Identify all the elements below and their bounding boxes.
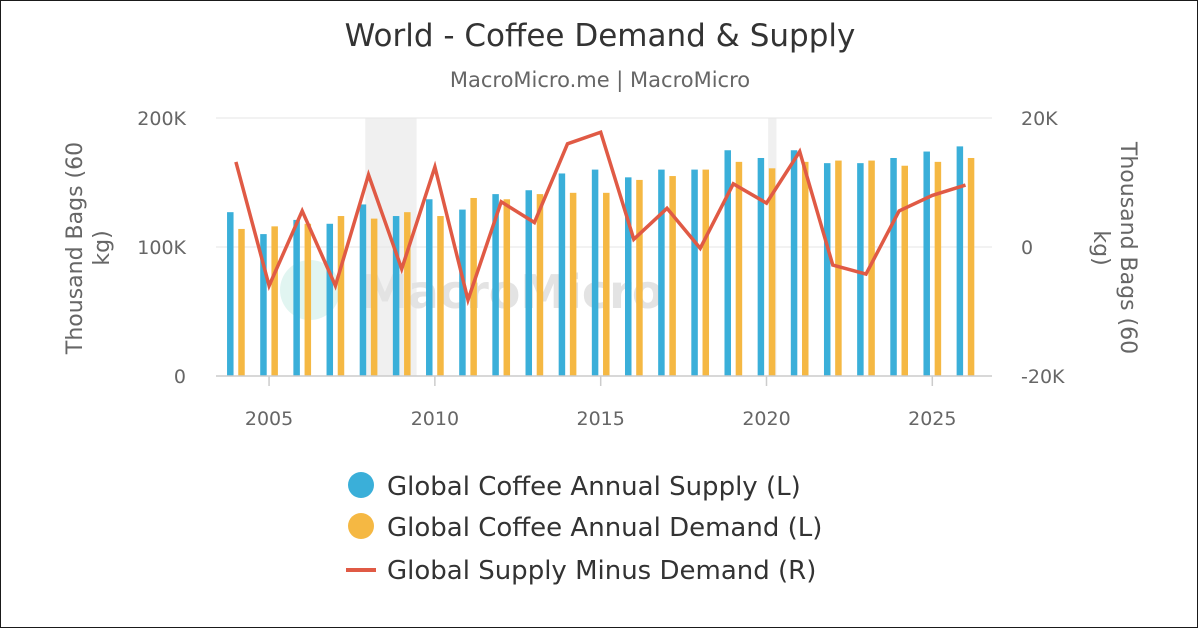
bar-supply-2015 <box>591 169 599 376</box>
legend-item-difference[interactable]: Global Supply Minus Demand (R) <box>346 556 816 586</box>
legend-demand-marker-icon <box>348 513 374 539</box>
right-axis-title-line-1: Thousand Bags (60 <box>1115 141 1140 354</box>
bar-demand-2005 <box>271 226 278 376</box>
bar-supply-2010 <box>426 199 433 376</box>
bar-demand-2021 <box>802 161 809 376</box>
bar-demand-2025 <box>934 161 942 376</box>
x-tick-label-2010: 2010 <box>411 408 459 430</box>
bar-demand-2009 <box>404 212 411 376</box>
bar-supply-2019 <box>724 150 731 376</box>
left-axis-title-line-2: kg) <box>90 230 115 265</box>
bar-demand-2008 <box>370 218 378 376</box>
legend-demand-label: Global Coffee Annual Demand (L) <box>387 513 822 543</box>
legend: Global Coffee Annual Supply (L) Global C… <box>346 472 822 586</box>
bar-demand-2018 <box>702 169 710 376</box>
bar-supply-2020 <box>757 157 765 376</box>
y-right-tick-label-2: 20K <box>1021 108 1058 130</box>
chart-subtitle: MacroMicro.me | MacroMicro <box>450 68 750 93</box>
bar-demand-2012 <box>503 199 511 376</box>
bar-demand-2020 <box>768 168 776 376</box>
left-axis-title: Thousand Bags (60 kg) <box>63 142 115 355</box>
bar-supply-2005 <box>260 234 267 376</box>
x-tick-label-2005: 2005 <box>245 408 293 430</box>
bar-demand-2026 <box>967 157 975 376</box>
bar-supply-2018 <box>691 169 698 376</box>
legend-item-supply[interactable]: Global Coffee Annual Supply (L) <box>348 472 801 502</box>
bar-demand-2010 <box>437 216 444 376</box>
bar-supply-2021 <box>790 150 798 376</box>
chart-title: World - Coffee Demand & Supply <box>345 18 856 54</box>
y-left-tick-label-0: 0 <box>174 366 186 388</box>
bar-demand-2023 <box>868 160 875 376</box>
bar-supply-2013 <box>525 190 533 376</box>
bar-supply-2022 <box>823 163 831 376</box>
bars <box>227 146 975 376</box>
bar-supply-2007 <box>326 223 334 376</box>
y-left-tick-label-1: 100K <box>137 237 186 259</box>
left-axis-title-line-1: Thousand Bags (60 <box>63 142 88 355</box>
bar-demand-2014 <box>569 192 577 376</box>
right-axis-title-line-2: kg) <box>1088 230 1113 265</box>
axes: 2005 2010 2015 2020 2025 0 100K 200K -20K 0 20K <box>137 108 1065 430</box>
bar-supply-2009 <box>392 216 400 376</box>
legend-supply-label: Global Coffee Annual Supply (L) <box>387 472 801 502</box>
y-left-tick-label-2: 200K <box>137 108 186 130</box>
line-series <box>234 129 967 307</box>
right-axis-title: Thousand Bags (60 kg) <box>1088 141 1140 354</box>
bar-demand-2016 <box>636 179 643 376</box>
bar-demand-2024 <box>901 165 908 376</box>
x-tick-label-2020: 2020 <box>742 408 790 430</box>
legend-difference-label: Global Supply Minus Demand (R) <box>387 556 816 586</box>
watermark-text: MacroMicro <box>362 265 663 319</box>
watermark: MacroMicro <box>280 260 663 320</box>
legend-item-demand[interactable]: Global Coffee Annual Demand (L) <box>348 513 822 543</box>
x-tick-label-2015: 2015 <box>577 408 625 430</box>
bar-supply-2014 <box>558 173 566 376</box>
bar-supply-2016 <box>624 177 632 376</box>
bar-supply-2006 <box>293 219 300 376</box>
bar-demand-2013 <box>536 194 544 376</box>
bar-demand-2006 <box>304 223 312 376</box>
bar-supply-2011 <box>459 209 466 376</box>
bar-demand-2004 <box>238 228 245 376</box>
x-tick-label-2025: 2025 <box>908 408 956 430</box>
y-right-tick-label-0: -20K <box>1021 366 1065 388</box>
bar-demand-2015 <box>603 192 610 376</box>
bar-supply-2004 <box>227 212 234 376</box>
bar-supply-2024 <box>890 157 897 376</box>
bar-supply-2026 <box>956 146 964 376</box>
line-supply-minus-demand <box>234 129 967 307</box>
bar-supply-2025 <box>923 151 930 376</box>
bar-supply-2023 <box>857 163 864 376</box>
bar-demand-2019 <box>735 161 743 376</box>
bar-supply-2012 <box>492 194 499 376</box>
bar-supply-2008 <box>359 204 367 376</box>
bar-demand-2007 <box>337 216 345 376</box>
y-right-tick-label-1: 0 <box>1021 237 1033 259</box>
bar-supply-2017 <box>658 169 665 376</box>
bar-demand-2017 <box>669 176 676 376</box>
legend-supply-marker-icon <box>348 472 374 498</box>
